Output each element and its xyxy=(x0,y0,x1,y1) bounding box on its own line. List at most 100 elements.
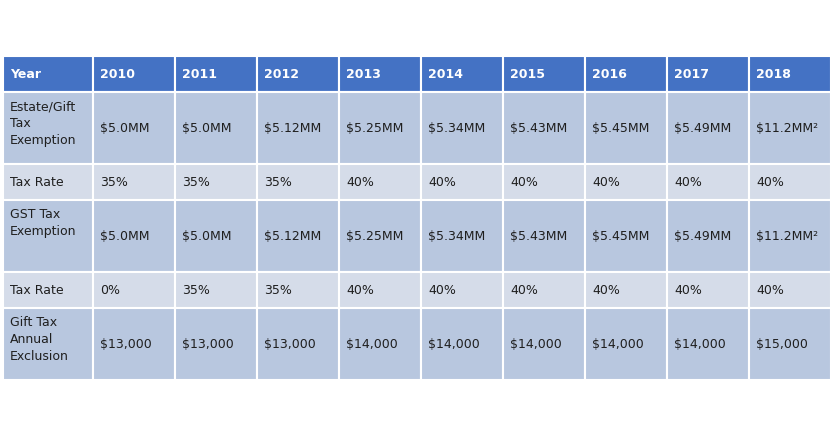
Bar xyxy=(503,308,585,380)
Bar xyxy=(421,164,503,200)
Bar xyxy=(421,92,503,164)
Bar xyxy=(175,56,257,92)
Text: $5.12MM: $5.12MM xyxy=(264,229,321,242)
Bar xyxy=(585,56,667,92)
Text: $5.12MM: $5.12MM xyxy=(264,122,321,134)
Bar xyxy=(585,200,667,272)
Text: 35%: 35% xyxy=(182,283,210,296)
Bar xyxy=(3,272,93,308)
Bar xyxy=(421,308,503,380)
Bar xyxy=(421,200,503,272)
Bar xyxy=(585,272,667,308)
Bar xyxy=(749,308,831,380)
Text: $5.25MM: $5.25MM xyxy=(346,229,404,242)
Text: $5.0MM: $5.0MM xyxy=(100,122,149,134)
Bar xyxy=(175,200,257,272)
Text: $11.2MM²: $11.2MM² xyxy=(756,122,818,134)
Text: $5.45MM: $5.45MM xyxy=(592,229,650,242)
Bar xyxy=(503,56,585,92)
Text: $13,000: $13,000 xyxy=(100,337,152,351)
Bar xyxy=(175,272,257,308)
Text: $11.2MM²: $11.2MM² xyxy=(756,229,818,242)
Text: 2014: 2014 xyxy=(428,68,463,81)
Bar xyxy=(503,92,585,164)
Text: 2015: 2015 xyxy=(510,68,545,81)
Bar xyxy=(93,92,175,164)
Bar xyxy=(3,92,93,164)
Text: Estate/Gift
Tax
Exemption: Estate/Gift Tax Exemption xyxy=(10,100,77,147)
Bar xyxy=(503,272,585,308)
Bar xyxy=(667,164,749,200)
Bar xyxy=(93,200,175,272)
Text: 0%: 0% xyxy=(100,283,120,296)
Text: 35%: 35% xyxy=(264,176,292,188)
Bar xyxy=(339,308,421,380)
Bar xyxy=(585,308,667,380)
Text: Tax Rate: Tax Rate xyxy=(10,283,63,296)
Bar xyxy=(257,308,339,380)
Bar xyxy=(257,92,339,164)
Text: $14,000: $14,000 xyxy=(428,337,480,351)
Text: 40%: 40% xyxy=(756,176,784,188)
Text: 2010: 2010 xyxy=(100,68,135,81)
Bar xyxy=(421,272,503,308)
Bar xyxy=(257,56,339,92)
Text: Year: Year xyxy=(10,68,41,81)
Text: 40%: 40% xyxy=(510,283,538,296)
Bar xyxy=(749,164,831,200)
Text: 40%: 40% xyxy=(346,176,374,188)
Bar xyxy=(667,308,749,380)
Text: Tax Rate: Tax Rate xyxy=(10,176,63,188)
Text: 2017: 2017 xyxy=(674,68,709,81)
Text: 2013: 2013 xyxy=(346,68,381,81)
Text: $5.0MM: $5.0MM xyxy=(182,229,232,242)
Bar xyxy=(257,164,339,200)
Bar xyxy=(3,56,93,92)
Text: 2018: 2018 xyxy=(756,68,791,81)
Text: $5.0MM: $5.0MM xyxy=(182,122,232,134)
Text: 40%: 40% xyxy=(674,283,702,296)
Bar xyxy=(339,200,421,272)
Text: $5.45MM: $5.45MM xyxy=(592,122,650,134)
Bar xyxy=(667,56,749,92)
Bar xyxy=(93,272,175,308)
Text: GST Tax
Exemption: GST Tax Exemption xyxy=(10,208,77,238)
Text: 35%: 35% xyxy=(182,176,210,188)
Text: $14,000: $14,000 xyxy=(346,337,398,351)
Bar xyxy=(3,164,93,200)
Text: 40%: 40% xyxy=(592,283,620,296)
Bar xyxy=(175,92,257,164)
Bar xyxy=(339,272,421,308)
Bar xyxy=(339,92,421,164)
Bar xyxy=(257,200,339,272)
Bar xyxy=(257,272,339,308)
Text: $5.34MM: $5.34MM xyxy=(428,229,485,242)
Bar xyxy=(503,164,585,200)
Bar xyxy=(421,56,503,92)
Text: $15,000: $15,000 xyxy=(756,337,808,351)
Bar xyxy=(93,56,175,92)
Text: 35%: 35% xyxy=(100,176,128,188)
Bar xyxy=(749,92,831,164)
Bar xyxy=(3,200,93,272)
Text: $5.49MM: $5.49MM xyxy=(674,229,731,242)
Text: 2011: 2011 xyxy=(182,68,217,81)
Bar xyxy=(3,308,93,380)
Text: $14,000: $14,000 xyxy=(510,337,562,351)
Text: $5.43MM: $5.43MM xyxy=(510,229,567,242)
Text: $5.0MM: $5.0MM xyxy=(100,229,149,242)
Text: 40%: 40% xyxy=(428,176,456,188)
Text: 40%: 40% xyxy=(674,176,702,188)
Bar xyxy=(749,272,831,308)
Text: 40%: 40% xyxy=(592,176,620,188)
Text: 40%: 40% xyxy=(428,283,456,296)
Text: $5.25MM: $5.25MM xyxy=(346,122,404,134)
Text: 40%: 40% xyxy=(510,176,538,188)
Bar xyxy=(93,308,175,380)
Bar xyxy=(585,164,667,200)
Bar xyxy=(503,200,585,272)
Text: 2016: 2016 xyxy=(592,68,627,81)
Text: Gift Tax
Annual
Exclusion: Gift Tax Annual Exclusion xyxy=(10,316,69,363)
Text: $13,000: $13,000 xyxy=(182,337,234,351)
Bar xyxy=(175,164,257,200)
